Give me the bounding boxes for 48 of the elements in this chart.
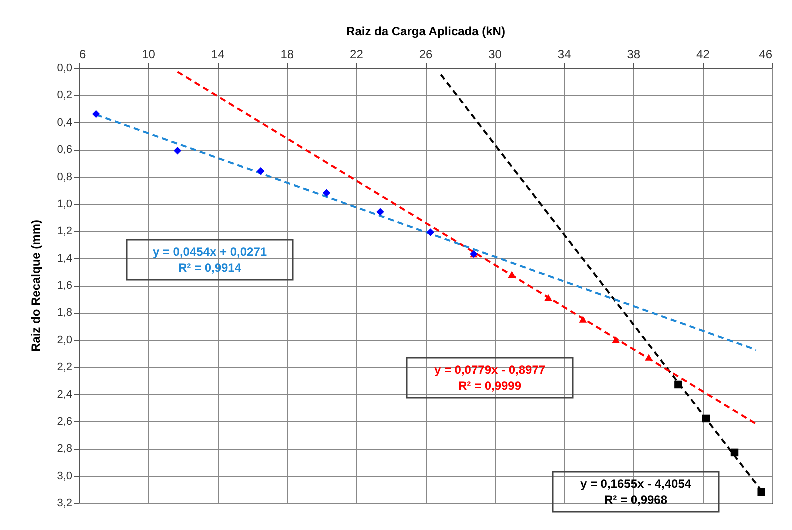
point [758,488,766,496]
point [322,189,331,197]
annotation: y = 0,0779x - 0,8977 R² = 0,9999 [434,363,546,393]
y-tick-label: 2,4 [57,388,72,401]
y-tick-label: 0,6 [57,144,72,156]
x-tick-label: 42 [696,48,710,62]
x-tick-label: 22 [350,48,364,62]
x-tick-label: 10 [142,48,156,62]
y-tick-label: 1,8 [57,307,72,320]
y-tick-label: 2,2 [57,362,72,374]
point [544,294,552,302]
point [257,167,265,176]
y-tick-label: 0,4 [57,116,72,129]
x-tick-label: 38 [627,48,641,62]
point [612,336,620,344]
point [645,354,653,361]
x-tick-label: 18 [280,48,294,62]
x-tick-label: 6 [80,48,86,62]
y-tick-label: 2,8 [57,443,72,456]
y-tick-label: 3,2 [57,498,72,510]
y-axis-title: Raiz do Recalque (mm) [29,220,44,352]
point [730,448,739,457]
y-tick-label: 2,0 [57,334,72,346]
point [426,228,435,236]
y-tick-label: 1,4 [57,252,72,265]
x-tick-label: 34 [558,48,572,62]
x-tick-label: 46 [759,48,773,62]
x-tick-label: 30 [488,48,502,62]
point [579,316,588,323]
y-tick-label: 1,6 [57,280,72,292]
annotation: y = 0,0454x + 0,0271 R² = 0,9914 [152,245,268,275]
y-tick-label: 0,2 [57,90,72,102]
y-tick-label: 3,0 [57,470,72,482]
point [508,271,516,278]
y-tick-label: 2,6 [57,416,72,428]
y-tick-label: 0,0 [57,62,72,74]
point [674,380,682,389]
y-tick-label: 1,2 [57,226,72,238]
point [702,414,710,423]
x-axis-title: Raiz da Carga Aplicada (kN) [346,24,506,38]
point [92,110,100,118]
x-tick-label: 26 [419,48,433,62]
y-tick-label: 0,8 [57,171,72,184]
point [174,147,182,155]
annotation: y = 0,1655x - 4,4054 R² = 0,9968 [580,477,692,507]
point [376,208,384,216]
y-tick-label: 1,0 [57,198,72,210]
x-tick-label: 14 [211,48,226,62]
